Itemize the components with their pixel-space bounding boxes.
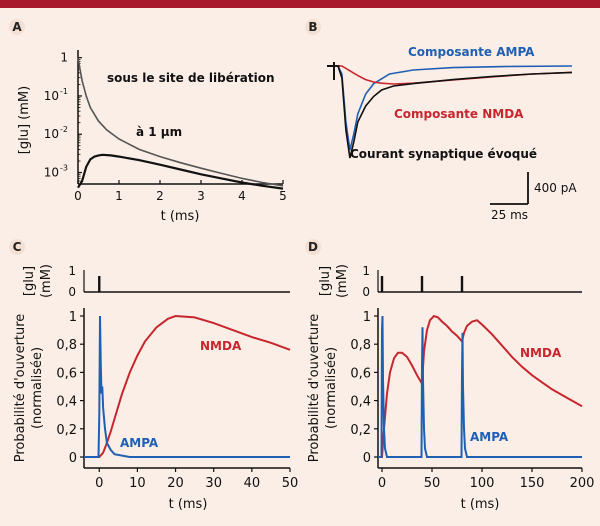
panel-c-x-tick-label: 10	[129, 476, 146, 491]
panel-a-x-tick-label: 5	[279, 189, 287, 203]
panel-c-y-tick-label: 0,4	[56, 395, 77, 410]
panel-c-y-tick-label: 1	[69, 310, 77, 325]
panel-a-series-1um	[77, 153, 284, 190]
panel-a-y-tick-exponent: -1	[60, 87, 68, 96]
panel-c-label-nmda: NMDA	[200, 339, 242, 353]
panel-label-a: A	[9, 19, 25, 35]
panel-a-y-tick-exponent: -3	[60, 164, 68, 173]
panel-c-x-tick-label: 0	[95, 476, 103, 491]
panel-a-x-tick-label: 4	[238, 189, 246, 203]
panel-a-y-tick-label: 10	[44, 127, 59, 141]
panel-a-y-tick-label: 10	[44, 166, 59, 180]
panel-c-x-tick-label: 30	[205, 476, 222, 491]
top-accent-bar	[0, 0, 600, 8]
panel-c-glu-tick-1: 1	[68, 264, 76, 278]
panel-a-x-tick-label: 1	[115, 189, 123, 203]
panel-d-x-tick-label: 150	[520, 476, 545, 491]
panel-c-glu-tick-0: 0	[68, 285, 76, 299]
panel-d-glu-tick-1: 1	[362, 264, 370, 278]
panel-d-x-tick-label: 0	[378, 476, 386, 491]
panel-b-trace-nmda	[334, 65, 573, 85]
panel-c-series-nmda	[84, 314, 291, 458]
panel-d-x-tick-label: 200	[570, 476, 595, 491]
panel-c-y-tick-label: 0,2	[56, 423, 77, 438]
panel-d-ylabel: Probabilité d'ouverture	[307, 314, 322, 463]
panel-d-y-tick-label: 0,6	[350, 366, 371, 381]
panel-label-b: B	[305, 19, 321, 35]
panel-c-series-ampa	[84, 315, 290, 458]
panel-c-ylabel: Probabilité d'ouverture	[13, 314, 28, 463]
panel-b-scalebar-time: 25 ms	[491, 208, 528, 222]
panel-c-y-tick-label: 0,6	[56, 366, 77, 381]
panel-a-x-tick-label: 2	[156, 189, 164, 203]
panel-c-y-tick-label: 0	[69, 451, 77, 466]
panel-d-y-tick-label: 0,8	[350, 338, 371, 353]
panel-d-ylabel-units: (normalisée)	[324, 347, 339, 429]
panel-c-x-tick-label: 40	[244, 476, 261, 491]
panel-c-xlabel: t (ms)	[169, 497, 208, 512]
panel-a-y-tick-label: 10	[44, 89, 59, 103]
panel-b-scalebar-current: 400 pA	[534, 181, 577, 195]
panel-a-annotation-1um: à 1 µm	[136, 125, 182, 139]
panel-b-label-total: Courant synaptique évoqué	[350, 147, 537, 161]
panel-d-y-tick-label: 0,2	[350, 423, 371, 438]
panel-label-c: C	[9, 239, 25, 255]
panel-a-xlabel: t (ms)	[161, 209, 200, 224]
panel-d-series-nmda	[378, 314, 583, 458]
panel-d-y-tick-label: 0	[363, 451, 371, 466]
panel-d-xlabel: t (ms)	[461, 497, 500, 512]
panel-c-chart: 1 0 [glu] (mM) 0 10 20 30 40 50 0 0,2 0,4 0,6 0,8 1…	[13, 264, 298, 512]
panel-b-chart: Composante AMPA Composante NMDA Courant …	[327, 45, 577, 222]
panel-b-label-ampa: Composante AMPA	[408, 45, 535, 59]
svg-text:C: C	[13, 240, 22, 254]
panel-d-x-tick-label: 100	[470, 476, 495, 491]
panel-a-x-tick-label: 0	[74, 189, 82, 203]
panel-d-chart: 1 0 [glu] (mM) 0 50 100 150 200 0 0,2 0,4 0,6 0,8…	[307, 264, 594, 512]
panel-c-label-ampa: AMPA	[120, 436, 159, 450]
panel-d-glu-tick-0: 0	[362, 285, 370, 299]
panel-a-series-release-site	[77, 57, 284, 187]
panel-label-d: D	[305, 239, 321, 255]
panel-b-label-nmda: Composante NMDA	[394, 107, 524, 121]
panel-d-glu-ylabel: [glu]	[318, 266, 333, 296]
panel-c-x-tick-label: 50	[282, 476, 299, 491]
panel-d-label-nmda: NMDA	[520, 346, 562, 360]
svg-text:A: A	[12, 20, 22, 34]
panel-c-glu-ylabel-units: (mM)	[39, 264, 54, 298]
panel-c-x-tick-label: 20	[167, 476, 184, 491]
panel-c-y-tick-label: 0,8	[56, 338, 77, 353]
svg-text:B: B	[308, 20, 317, 34]
panel-a-y-tick-label: 1	[60, 51, 68, 65]
panel-c-glu-ylabel: [glu]	[22, 266, 37, 296]
panel-d-y-tick-label: 1	[363, 310, 371, 325]
panel-d-y-tick-label: 0,4	[350, 395, 371, 410]
panel-d-series-ampa	[378, 315, 582, 458]
svg-text:D: D	[308, 240, 318, 254]
panel-a-annotation-release-site: sous le site de libération	[107, 71, 275, 85]
panel-d-x-tick-label: 50	[424, 476, 441, 491]
panel-a-ylabel: [glu] (mM)	[17, 86, 32, 154]
panel-a-x-tick-label: 3	[197, 189, 205, 203]
panel-a-y-tick-exponent: -2	[60, 125, 68, 134]
panel-c-ylabel-units: (normalisée)	[30, 347, 45, 429]
panel-d-glu-ylabel-units: (mM)	[335, 264, 350, 298]
panel-b-trace-total	[334, 65, 573, 159]
panel-d-label-ampa: AMPA	[470, 430, 509, 444]
